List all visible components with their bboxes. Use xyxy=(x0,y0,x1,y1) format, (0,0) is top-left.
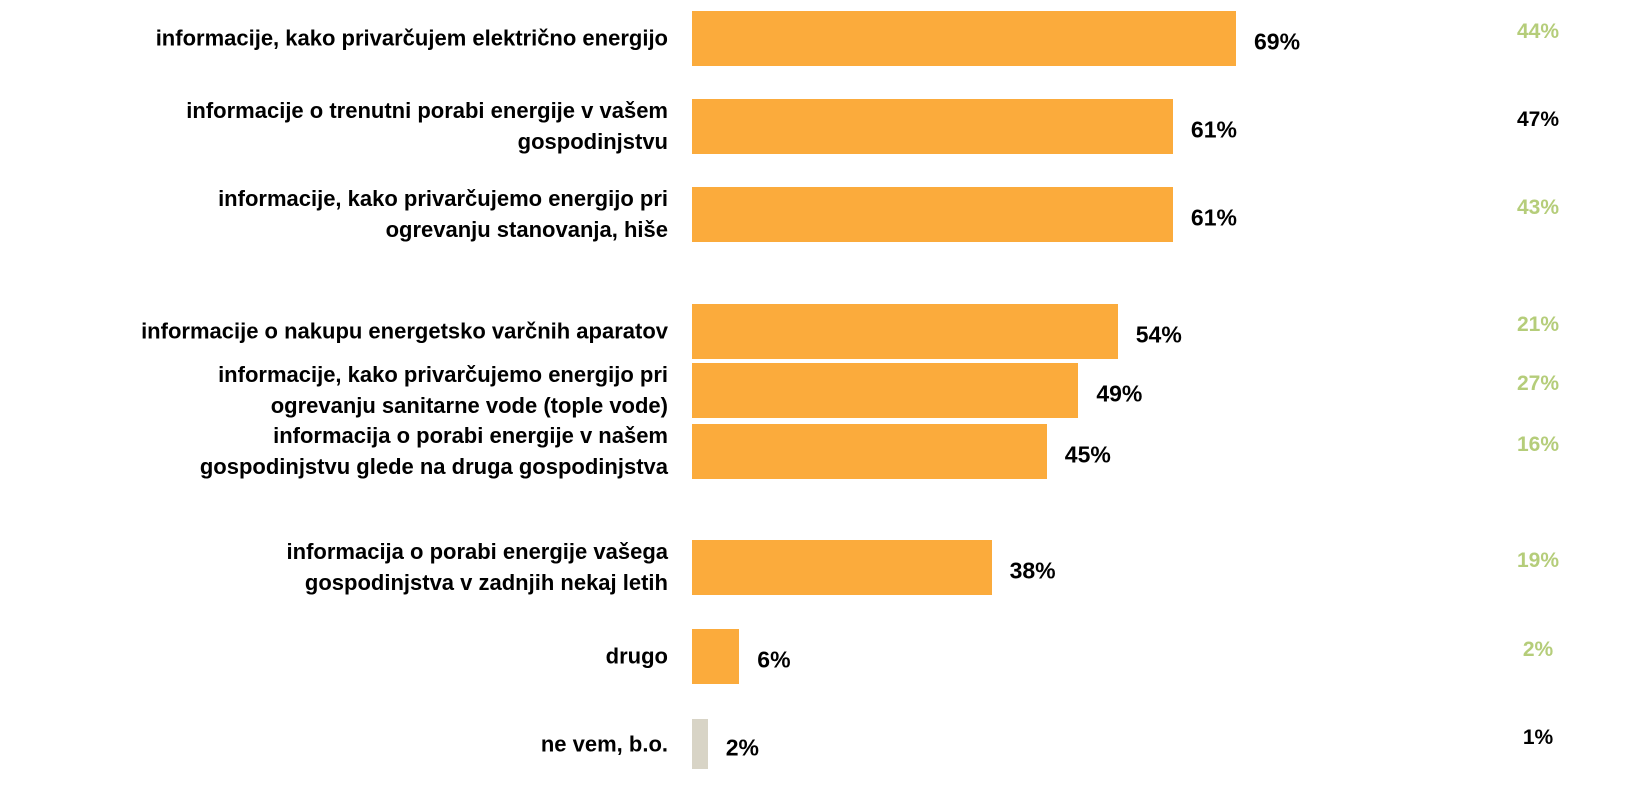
bar xyxy=(692,423,1047,479)
comparison-label: 43% xyxy=(1516,196,1560,219)
bar xyxy=(692,539,992,595)
category-label: informacija o porabi energije v našem go… xyxy=(199,423,668,479)
category-label: informacija o porabi energije vašega gos… xyxy=(286,539,668,595)
bar xyxy=(692,362,1079,418)
comparison-label: 2% xyxy=(1522,638,1554,661)
category-label: ne vem, b.o. xyxy=(540,731,668,757)
value-label: 45% xyxy=(1064,441,1111,468)
category-label: informacije o nakupu energetsko varčnih … xyxy=(141,318,668,344)
comparison-label: 21% xyxy=(1516,313,1560,336)
category-label: informacije, kako privarčujemo energijo … xyxy=(218,362,668,418)
value-label: 61% xyxy=(1190,204,1237,231)
value-label: 6% xyxy=(757,646,791,673)
value-label: 38% xyxy=(1009,557,1056,584)
comparison-label: 1% xyxy=(1522,726,1554,749)
value-label: 2% xyxy=(725,734,760,761)
bar xyxy=(692,98,1173,154)
value-label: 54% xyxy=(1135,321,1182,348)
bar xyxy=(692,628,740,684)
comparison-label: 27% xyxy=(1516,372,1560,395)
bar xyxy=(692,303,1118,359)
category-label: informacije o trenutni porabi energije v… xyxy=(186,98,668,154)
bar xyxy=(692,719,708,769)
category-label: informacije, kako privarčujem električno… xyxy=(155,25,668,51)
comparison-label: 16% xyxy=(1516,433,1560,456)
category-label: informacije, kako privarčujemo energijo … xyxy=(218,186,668,242)
bar xyxy=(692,10,1236,66)
value-label: 61% xyxy=(1190,116,1237,143)
comparison-label: 19% xyxy=(1516,549,1560,572)
comparison-label: 44% xyxy=(1516,20,1560,43)
category-label: drugo xyxy=(605,643,668,669)
value-label: 69% xyxy=(1254,28,1301,55)
value-label: 49% xyxy=(1096,380,1143,407)
bar xyxy=(692,186,1173,242)
comparison-label: 47% xyxy=(1516,108,1560,131)
